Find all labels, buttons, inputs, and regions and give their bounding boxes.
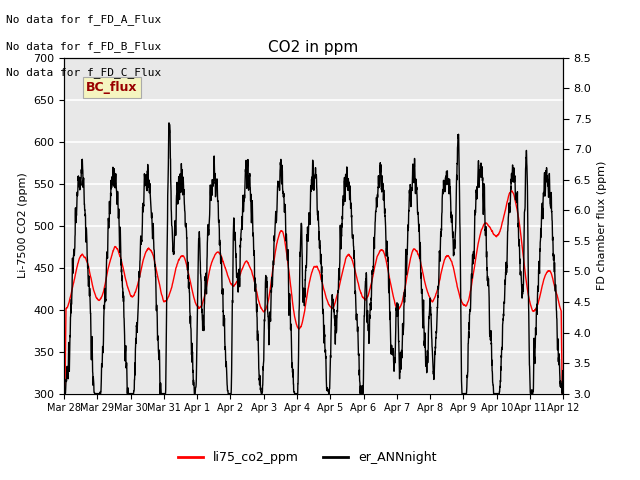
Text: No data for f_FD_A_Flux: No data for f_FD_A_Flux: [6, 14, 162, 25]
Title: CO2 in ppm: CO2 in ppm: [268, 40, 359, 55]
Text: BC_flux: BC_flux: [86, 81, 138, 94]
Y-axis label: Li-7500 CO2 (ppm): Li-7500 CO2 (ppm): [17, 173, 28, 278]
Text: No data for f_FD_C_Flux: No data for f_FD_C_Flux: [6, 67, 162, 78]
Legend: li75_co2_ppm, er_ANNnight: li75_co2_ppm, er_ANNnight: [173, 446, 442, 469]
Text: No data for f_FD_B_Flux: No data for f_FD_B_Flux: [6, 41, 162, 52]
Y-axis label: FD chamber flux (ppm): FD chamber flux (ppm): [597, 161, 607, 290]
FancyBboxPatch shape: [83, 77, 141, 98]
